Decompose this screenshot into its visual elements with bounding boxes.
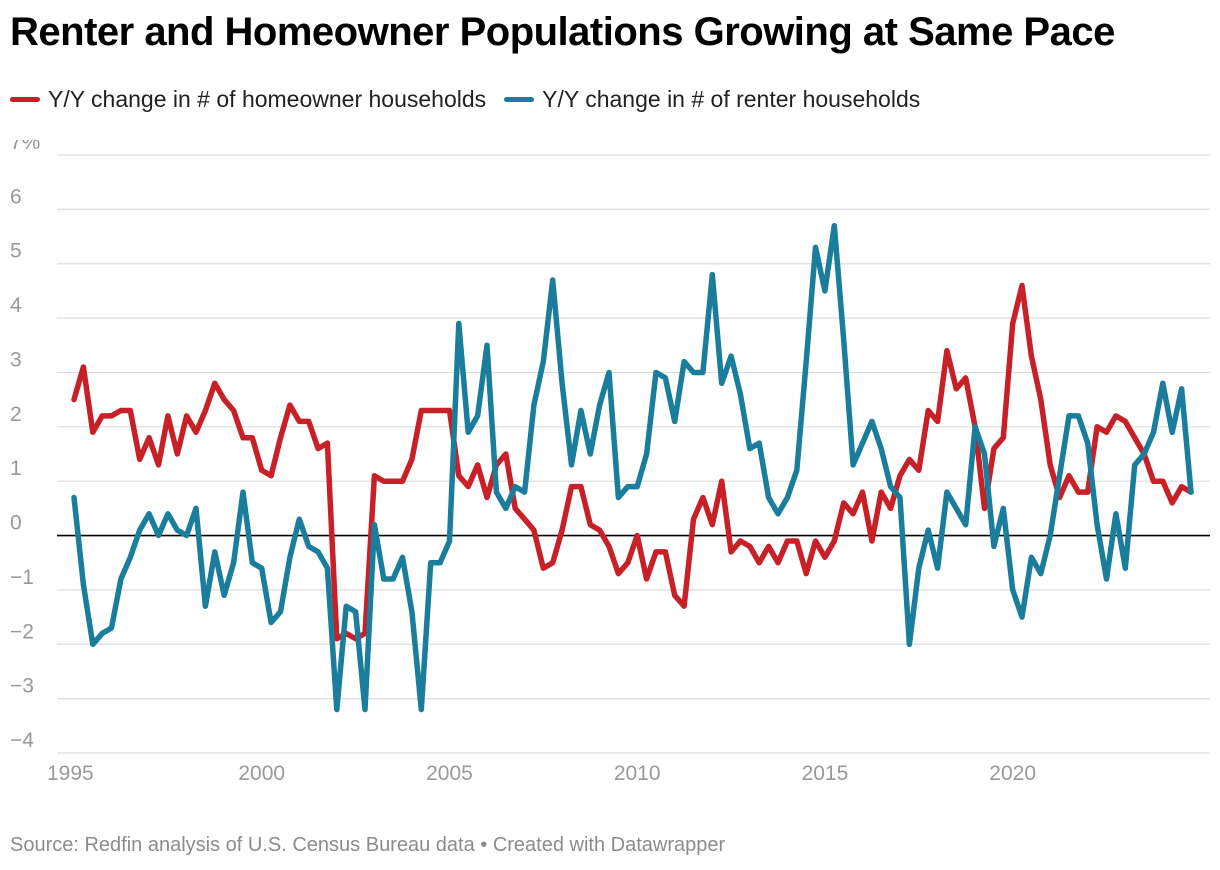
x-tick-label: 2015 [802,762,849,785]
legend-swatch-renter [504,97,535,102]
line-chart: 7% 6 5 4 3 2 1 0 −1 −2 −3 −4 1995 2000 2005 2010 2015 20… [10,140,1210,785]
series-line-renter [71,222,1194,713]
y-tick-label: 3 [10,348,22,371]
y-tick-label: 2 [10,403,22,426]
y-tick-label: −1 [10,566,34,589]
x-tick-label: 1995 [47,762,94,785]
y-tick-label: 1 [10,457,22,480]
y-tick-label: 5 [10,240,22,263]
chart-title: Renter and Homeowner Populations Growing… [10,10,1115,54]
y-tick-label: −2 [10,620,34,643]
legend-item-homeowner: Y/Y change in # of homeowner households [10,86,486,113]
series-lines [71,222,1194,713]
series-line-homeowner [71,282,1194,642]
y-tick-label: 4 [10,294,22,317]
y-tick-label: −4 [10,729,34,752]
y-axis-tick-labels: 7% 6 5 4 3 2 1 0 −1 −2 −3 −4 [10,140,40,752]
y-tick-label: −3 [10,675,34,698]
y-tick-label: 6 [10,185,22,208]
legend-label-renter: Y/Y change in # of renter households [542,86,921,112]
legend-item-renter: Y/Y change in # of renter households [504,86,920,113]
x-tick-label: 2010 [614,762,661,785]
source-note: Source: Redfin analysis of U.S. Census B… [10,834,726,856]
legend: Y/Y change in # of homeowner households … [10,86,938,113]
x-tick-label: 2000 [238,762,285,785]
x-axis-tick-labels: 1995 2000 2005 2010 2015 2020 [47,762,1036,785]
legend-label-homeowner: Y/Y change in # of homeowner households [48,86,487,112]
x-tick-label: 2020 [989,762,1036,785]
x-tick-label: 2005 [426,762,473,785]
legend-swatch-homeowner [10,97,40,102]
y-tick-label: 7% [10,140,40,154]
y-tick-label: 0 [10,512,22,535]
gridlines [57,154,1210,754]
